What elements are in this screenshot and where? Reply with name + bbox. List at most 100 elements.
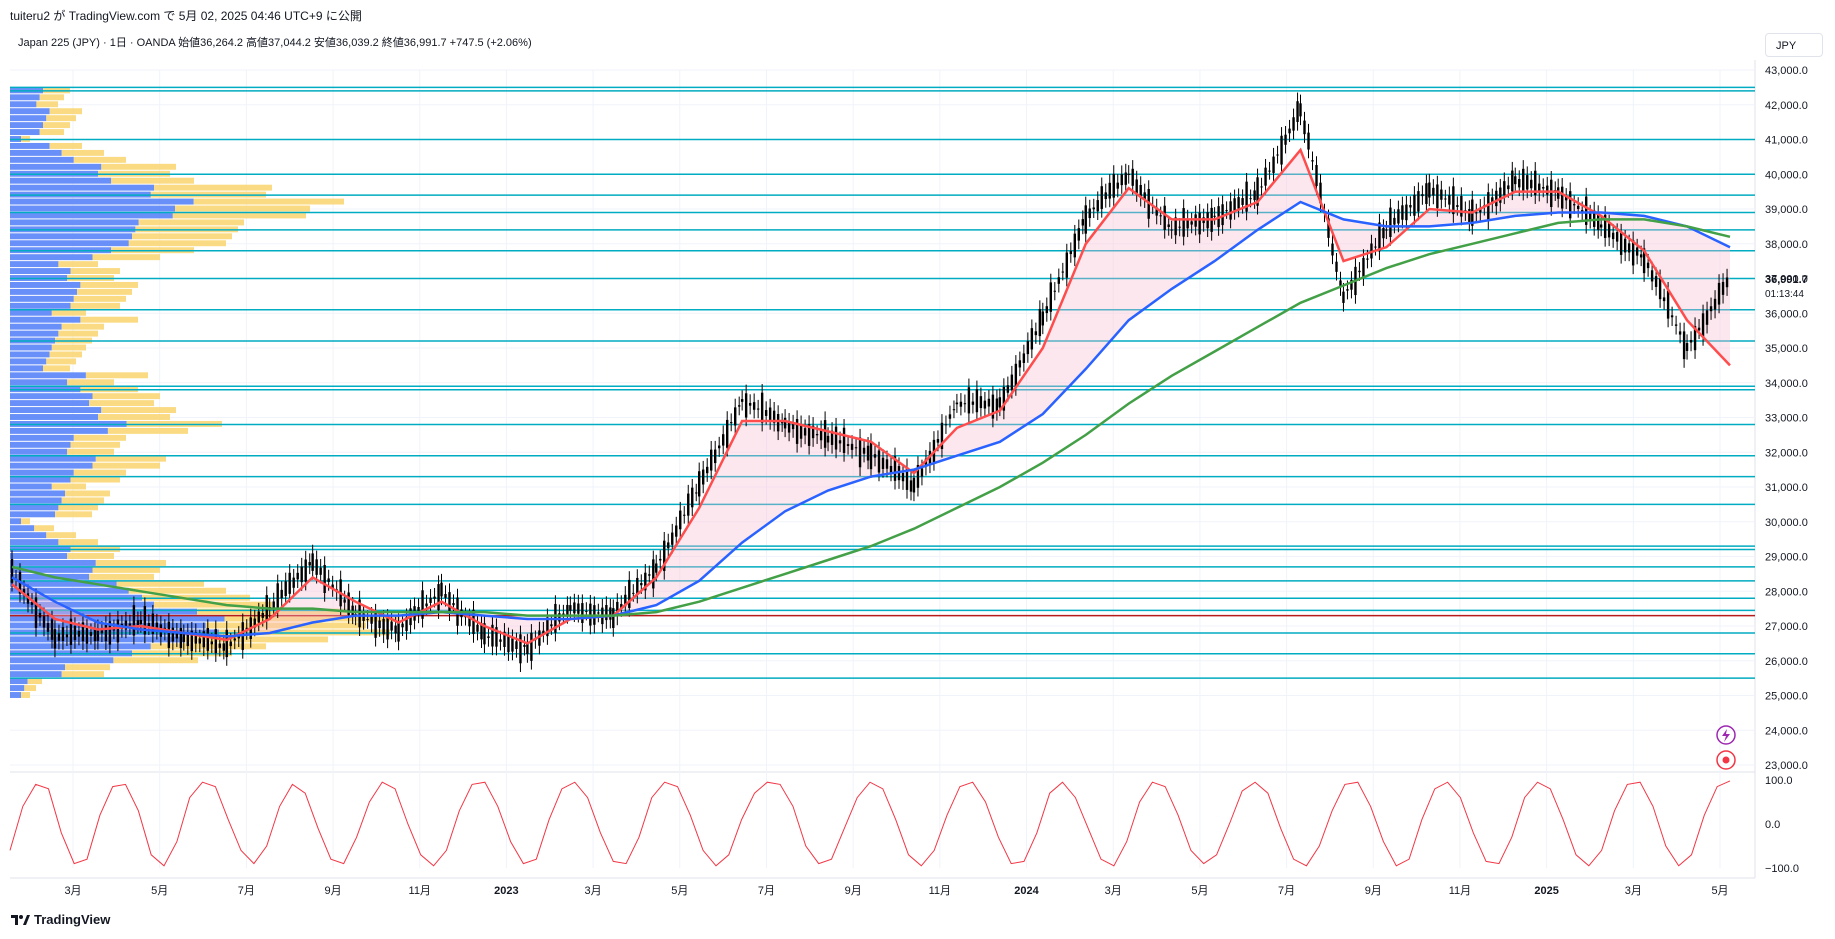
candle-body	[182, 633, 185, 642]
candle-body	[1178, 226, 1181, 228]
candle-body	[1073, 233, 1076, 258]
candle-body	[581, 603, 584, 624]
candle-body	[963, 403, 967, 405]
candle-body	[448, 592, 451, 613]
candle-body	[69, 618, 73, 646]
volume-bar-down	[95, 455, 166, 462]
volume-bar-down	[27, 678, 42, 685]
volume-bar-up	[10, 205, 175, 212]
candle-body	[979, 396, 983, 409]
candle-body	[1245, 181, 1248, 212]
candle-body	[706, 466, 709, 474]
volume-bar-up	[10, 476, 71, 483]
y-tick-label: 38,000.0	[1765, 239, 1808, 251]
target-icon-dot	[1722, 756, 1730, 764]
candle-body	[1511, 170, 1514, 192]
volume-bar-up	[10, 490, 65, 497]
candle-body	[1237, 197, 1240, 209]
volume-bar-down	[58, 330, 98, 337]
candle-body	[764, 410, 768, 416]
candle-body	[515, 641, 518, 649]
candle-body	[378, 620, 381, 629]
volume-bar-down	[21, 518, 30, 525]
candle-body	[1053, 290, 1056, 292]
x-tick-label: 2024	[1014, 885, 1039, 897]
candle-body	[815, 434, 819, 436]
candle-body	[1499, 187, 1502, 203]
volume-bar-down	[89, 400, 154, 407]
volume-bar-down	[21, 692, 30, 698]
candle-body	[698, 471, 701, 497]
candle-body	[1264, 167, 1267, 186]
candle-body	[1057, 277, 1060, 284]
moving-averages	[11, 147, 1731, 645]
volume-bar-up	[10, 608, 197, 615]
candle-body	[620, 603, 623, 609]
volume-bar-up	[10, 163, 102, 170]
volume-bar-down	[92, 566, 160, 573]
candle-body	[1526, 175, 1529, 190]
candle-body	[1495, 190, 1498, 207]
candle-body	[783, 417, 787, 429]
x-tick-label: 9月	[845, 885, 862, 897]
candle-body	[1170, 229, 1173, 231]
y-tick-label: 25,000.0	[1765, 691, 1808, 703]
candle-body	[347, 592, 350, 616]
candle-body	[1428, 182, 1431, 198]
candle-body	[1339, 280, 1342, 288]
candle-body	[768, 407, 772, 422]
candle-body	[940, 422, 944, 450]
candle-body	[679, 510, 682, 530]
candle-body	[511, 638, 514, 652]
candle-body	[1065, 252, 1068, 278]
volume-bar-down	[175, 205, 310, 212]
candle-body	[1225, 210, 1228, 212]
y-tick-label: 32,000.0	[1765, 447, 1808, 459]
y-tick-label: 28,000.0	[1765, 586, 1808, 598]
candle-body	[1456, 205, 1459, 207]
candle-body	[1077, 228, 1080, 241]
candle-body	[955, 402, 959, 405]
candle-body	[1522, 168, 1525, 192]
volume-bar-up	[10, 657, 114, 664]
candle-body	[1174, 217, 1177, 236]
oscillator-line	[9, 780, 1731, 867]
volume-bar-up	[10, 330, 59, 337]
candle-body	[952, 409, 956, 411]
candle-body	[214, 629, 217, 654]
candle-body	[1331, 243, 1334, 256]
candle-body	[738, 405, 741, 407]
candle-body	[288, 572, 291, 594]
candle-body	[1034, 331, 1038, 336]
candle-body	[644, 572, 647, 591]
candle-body	[936, 439, 940, 443]
candle-body	[1167, 224, 1170, 227]
candle-body	[772, 410, 776, 423]
candle-body	[924, 458, 928, 467]
candle-body	[850, 443, 854, 450]
candle-body	[558, 613, 561, 622]
candle-body	[542, 630, 545, 634]
volume-bar-up	[10, 323, 62, 330]
candle-body	[869, 442, 873, 470]
candle-body	[655, 563, 658, 573]
volume-bar-up	[10, 268, 71, 275]
candle-body	[1389, 207, 1392, 237]
y-tick-label: 40,000.0	[1765, 169, 1808, 181]
candle-body	[480, 623, 483, 640]
currency-button[interactable]: JPY	[1765, 33, 1823, 57]
candle-body	[1088, 208, 1091, 219]
volume-bar-down	[95, 559, 166, 566]
x-tick-label: 5月	[151, 885, 168, 897]
candle-body	[566, 604, 569, 616]
candle-body	[1108, 182, 1111, 199]
volume-bar-up	[10, 316, 81, 323]
tradingview-logo-icon	[11, 914, 30, 925]
candle-body	[823, 420, 827, 448]
candle-body	[1425, 183, 1428, 204]
y-tick-label: 23,000.0	[1765, 760, 1808, 772]
x-tick-label: 5月	[671, 885, 688, 897]
candle-body	[194, 632, 197, 644]
osc-tick-label: 0.0	[1765, 819, 1780, 831]
